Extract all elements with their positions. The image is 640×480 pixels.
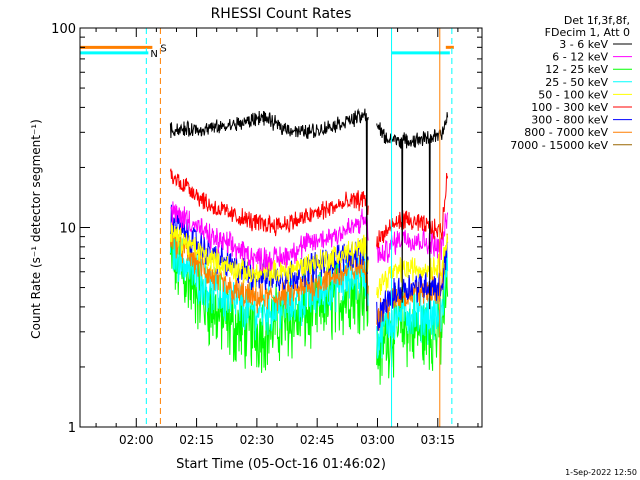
footer-date: 1-Sep-2022 12:50 xyxy=(565,468,637,477)
series-line-segment-1 xyxy=(376,112,449,310)
x-tick-label: 02:15 xyxy=(179,433,214,447)
legend-label: 300 - 800 keV xyxy=(531,114,608,127)
series-line-segment-1 xyxy=(376,236,449,332)
y-tick-label: 10 xyxy=(59,222,76,237)
x-tick-label: 03:00 xyxy=(360,433,395,447)
legend-entry: 7000 - 15000 keV xyxy=(510,139,632,152)
series-3-6-kev xyxy=(169,108,449,312)
series-line-segment-0 xyxy=(169,108,369,312)
legend-entry: 3 - 6 keV xyxy=(559,38,632,51)
x-tick-label: 02:00 xyxy=(119,433,154,447)
series-100-300-kev xyxy=(169,168,449,249)
series-line-segment-0 xyxy=(169,222,369,289)
legend-label: 800 - 7000 keV xyxy=(524,126,608,139)
series-line-segment-0 xyxy=(170,201,369,272)
legend-header-line: Det 1f,3f,8f, xyxy=(564,14,630,27)
x-tick-label: 02:45 xyxy=(300,433,335,447)
legend-entry: 800 - 7000 keV xyxy=(524,126,632,139)
legend-entry: 6 - 12 keV xyxy=(552,51,632,64)
y-tick-label: 100 xyxy=(51,22,76,37)
plot-area: SN xyxy=(79,28,454,427)
series-50-100-kev xyxy=(169,222,449,299)
series-line-segment-1 xyxy=(376,245,449,385)
series-line-segment-1 xyxy=(376,235,449,299)
series-line-segment-1 xyxy=(376,252,449,359)
legend-entry: 100 - 300 keV xyxy=(531,101,632,114)
x-tick-label: 03:15 xyxy=(420,433,455,447)
axes: 02:00 02:15 02:30 02:45 03:00 03:15 1 10 100 xyxy=(51,22,483,447)
y-axis-label: Count Rate (s⁻¹ detector segment⁻¹) xyxy=(29,119,43,339)
legend-header-line: FDecim 1, Att 0 xyxy=(545,26,630,39)
series-line-segment-1 xyxy=(376,212,449,263)
x-tick-label: 02:30 xyxy=(240,433,275,447)
legend-entry: 50 - 100 keV xyxy=(538,88,632,101)
legend-entry: 12 - 25 keV xyxy=(545,63,632,76)
legend-label: 7000 - 15000 keV xyxy=(510,139,608,152)
series-6-12-kev xyxy=(170,201,449,272)
legend-label: 6 - 12 keV xyxy=(552,51,608,64)
y-tick-label: 1 xyxy=(68,421,76,436)
x-axis-label: Start Time (05-Oct-16 01:46:02) xyxy=(176,457,386,472)
legend-entry: 25 - 50 keV xyxy=(545,76,632,89)
series-line-segment-1 xyxy=(376,172,449,249)
n-flag-label: N xyxy=(150,49,157,60)
legend-label: 50 - 100 keV xyxy=(538,88,608,101)
legend-label: 100 - 300 keV xyxy=(531,101,608,114)
s-flag-label: S xyxy=(160,43,166,54)
series-line-segment-0 xyxy=(169,168,369,237)
legend-entry: 300 - 800 keV xyxy=(531,114,632,127)
legend-label: 12 - 25 keV xyxy=(545,63,608,76)
legend-label: 3 - 6 keV xyxy=(559,38,608,51)
chart-title: RHESSI Count Rates xyxy=(211,6,352,22)
legend-label: 25 - 50 keV xyxy=(545,76,608,89)
